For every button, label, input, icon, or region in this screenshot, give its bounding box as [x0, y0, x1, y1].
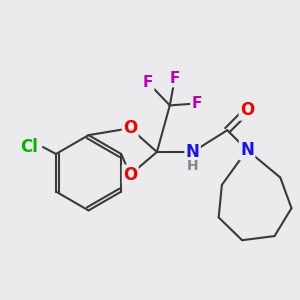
Text: H: H — [187, 159, 198, 173]
Text: Cl: Cl — [20, 138, 38, 156]
Text: N: N — [186, 143, 200, 161]
Text: O: O — [123, 119, 137, 137]
Text: F: F — [143, 75, 153, 90]
Text: O: O — [123, 166, 137, 184]
Text: F: F — [169, 71, 180, 86]
Text: F: F — [191, 96, 202, 111]
Text: O: O — [240, 101, 254, 119]
Text: N: N — [240, 141, 254, 159]
